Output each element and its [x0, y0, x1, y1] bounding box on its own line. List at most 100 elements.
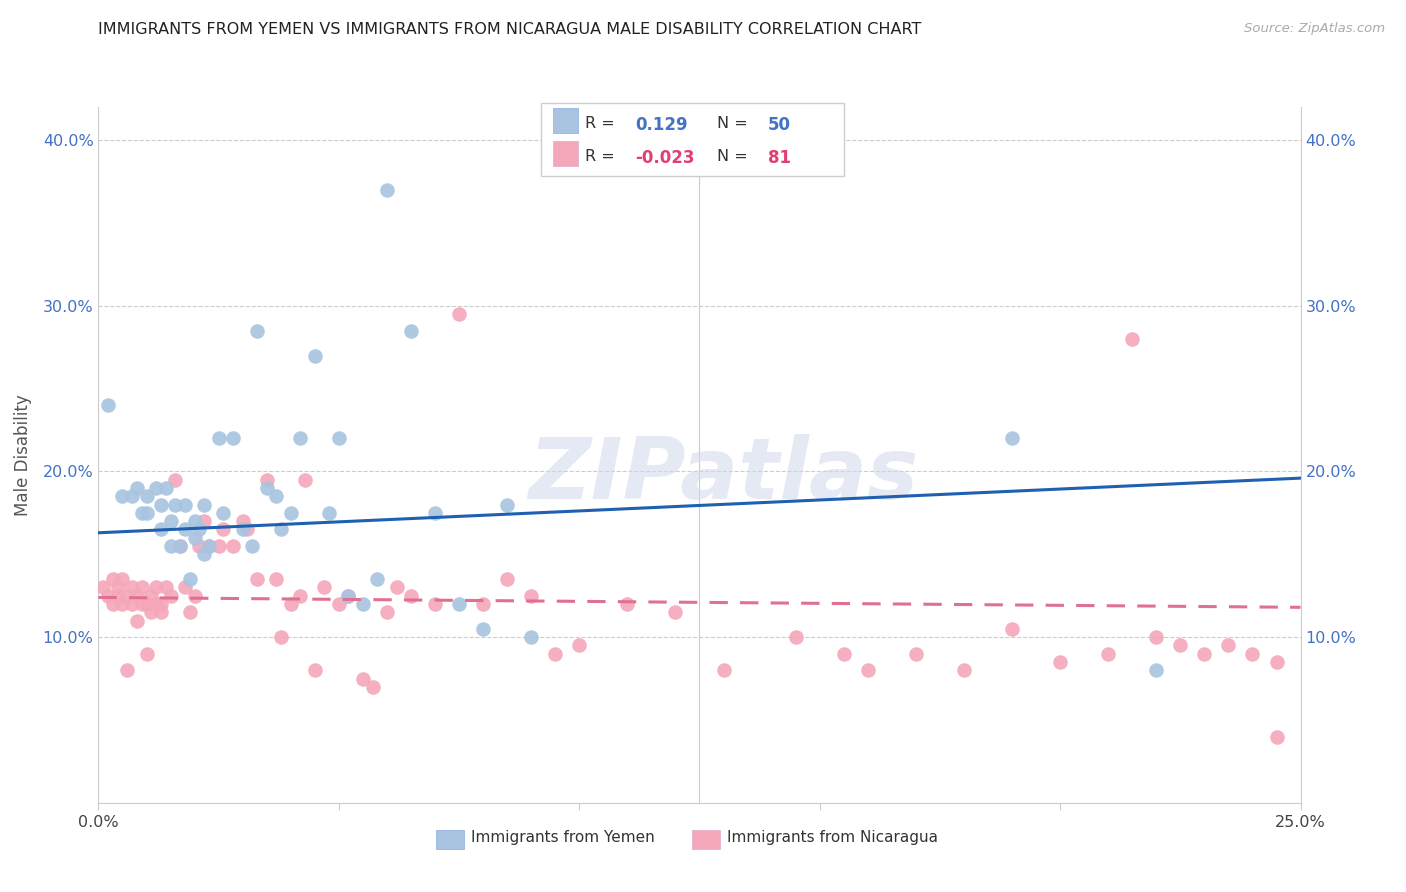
Point [270, 523, 292, 537]
Point [520, 589, 543, 603]
Point [270, 630, 292, 644]
Point [1144, 663, 1167, 677]
Point [280, 506, 302, 520]
Point [423, 597, 446, 611]
Point [304, 663, 326, 677]
Point [141, 605, 163, 619]
Point [179, 605, 201, 619]
Point [399, 324, 422, 338]
Point [385, 581, 408, 595]
Point [266, 489, 288, 503]
Point [135, 506, 157, 520]
Point [135, 597, 157, 611]
Point [193, 547, 215, 561]
Point [832, 647, 855, 661]
Point [121, 489, 143, 503]
Text: R =: R = [585, 116, 614, 131]
Point [1121, 332, 1143, 346]
Text: 81: 81 [768, 149, 790, 167]
Point [544, 647, 567, 661]
Point [232, 523, 254, 537]
Point [290, 431, 312, 445]
Point [246, 572, 269, 586]
Point [1265, 730, 1288, 744]
Point [256, 481, 278, 495]
Point [91, 581, 114, 595]
Point [232, 514, 254, 528]
Point [266, 572, 288, 586]
Point [904, 647, 927, 661]
Point [375, 183, 398, 197]
Point [165, 498, 187, 512]
Point [337, 589, 360, 603]
Point [193, 514, 215, 528]
Point [188, 523, 211, 537]
Point [713, 663, 735, 677]
Point [1194, 647, 1216, 661]
Point [366, 572, 388, 586]
Text: Immigrants from Nicaragua: Immigrants from Nicaragua [727, 830, 938, 845]
Point [212, 506, 235, 520]
Point [664, 605, 686, 619]
Point [111, 572, 134, 586]
Point [169, 539, 191, 553]
Point [125, 589, 148, 603]
Point [447, 597, 470, 611]
Point [174, 581, 197, 595]
Point [174, 498, 197, 512]
Point [149, 523, 172, 537]
Point [208, 539, 231, 553]
Point [568, 639, 591, 653]
Point [131, 506, 153, 520]
Point [208, 431, 231, 445]
Point [337, 589, 360, 603]
Point [375, 605, 398, 619]
Text: 0.129: 0.129 [636, 116, 688, 134]
Text: N =: N = [717, 116, 748, 131]
Point [145, 481, 167, 495]
Point [131, 581, 153, 595]
Point [236, 523, 259, 537]
Point [111, 489, 134, 503]
Point [159, 514, 181, 528]
Point [198, 539, 221, 553]
Point [141, 589, 163, 603]
Point [318, 506, 340, 520]
Point [121, 581, 143, 595]
Point [423, 506, 446, 520]
Point [121, 597, 143, 611]
Point [1097, 647, 1119, 661]
Point [174, 523, 197, 537]
Point [1001, 622, 1024, 636]
Point [785, 630, 807, 644]
Point [183, 531, 205, 545]
Point [328, 431, 350, 445]
Point [179, 572, 201, 586]
Point [159, 539, 181, 553]
Point [107, 589, 129, 603]
Point [361, 680, 384, 694]
Point [165, 473, 187, 487]
Point [1218, 639, 1240, 653]
Point [294, 473, 316, 487]
Point [135, 489, 157, 503]
Text: IMMIGRANTS FROM YEMEN VS IMMIGRANTS FROM NICARAGUA MALE DISABILITY CORRELATION C: IMMIGRANTS FROM YEMEN VS IMMIGRANTS FROM… [98, 22, 922, 37]
Point [1170, 639, 1192, 653]
Point [256, 473, 278, 487]
Point [125, 481, 148, 495]
Point [149, 498, 172, 512]
Point [135, 647, 157, 661]
Point [111, 597, 134, 611]
Point [616, 597, 638, 611]
Point [304, 349, 326, 363]
Point [1049, 655, 1071, 669]
Point [159, 589, 181, 603]
Point [222, 539, 245, 553]
Text: R =: R = [585, 149, 614, 164]
Point [328, 597, 350, 611]
Point [496, 572, 519, 586]
Text: N =: N = [717, 149, 748, 164]
Point [169, 539, 191, 553]
Point [280, 597, 302, 611]
Point [155, 581, 177, 595]
